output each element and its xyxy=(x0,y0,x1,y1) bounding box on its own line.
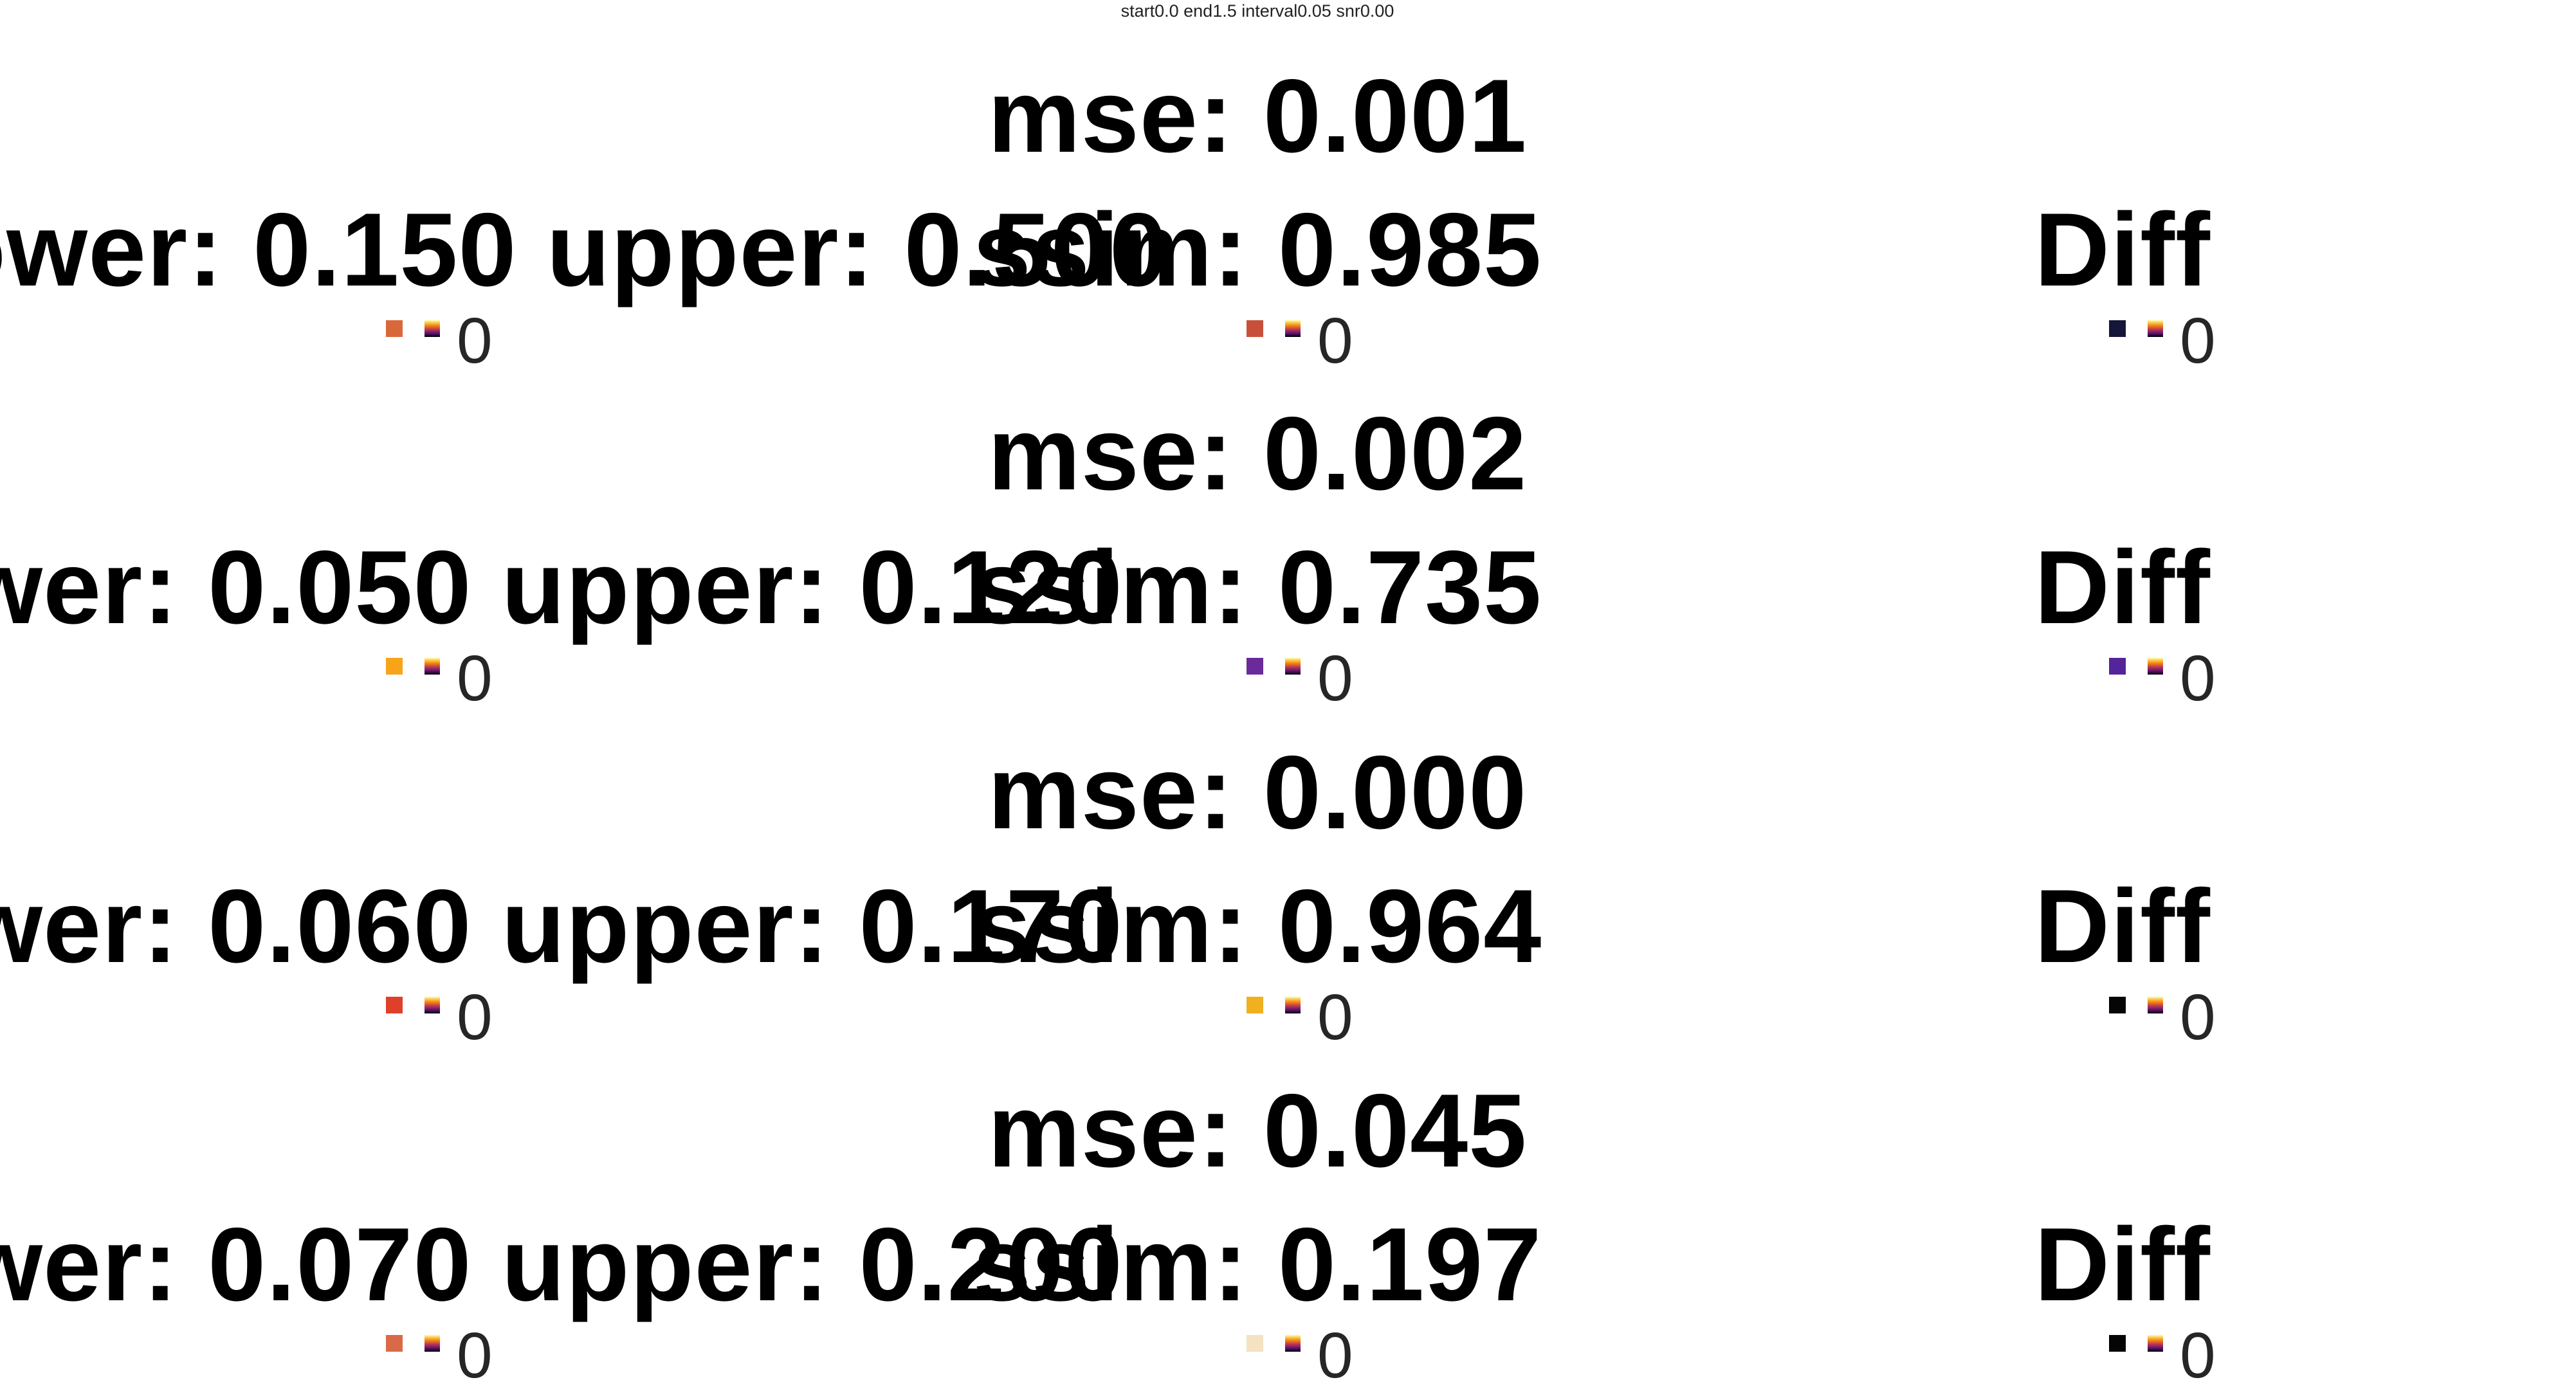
colorbar-tick-label: 0 xyxy=(2180,642,2216,714)
colorbar xyxy=(2148,997,2163,1013)
image-thumbnail xyxy=(386,1335,403,1352)
image-thumbnail xyxy=(2109,1335,2126,1352)
colorbar-tick-label: 0 xyxy=(2180,305,2216,377)
mse-title: mse: 0.002 xyxy=(987,395,1528,512)
colorbar-tick-label: 0 xyxy=(457,642,493,714)
image-thumbnail xyxy=(386,658,403,675)
image-thumbnail xyxy=(1247,658,1263,675)
colorbar xyxy=(1285,658,1301,675)
colorbar xyxy=(1285,1335,1301,1352)
colorbar-tick-label: 0 xyxy=(457,981,493,1053)
colorbar-tick-label: 0 xyxy=(2180,1320,2216,1380)
colorbar xyxy=(1285,320,1301,337)
colorbar xyxy=(1285,997,1301,1013)
image-thumbnail xyxy=(1247,997,1263,1013)
colorbar-tick-label: 0 xyxy=(457,1320,493,1380)
colorbar-tick-label: 0 xyxy=(2180,981,2216,1053)
ssim-title: ssim: 0.735 xyxy=(973,529,1542,646)
colorbar xyxy=(425,658,440,675)
image-thumbnail xyxy=(2109,320,2126,337)
colorbar-tick-label: 0 xyxy=(457,305,493,377)
colorbar xyxy=(425,997,440,1013)
colorbar xyxy=(425,1335,440,1352)
mse-title: mse: 0.001 xyxy=(987,58,1528,174)
colorbar xyxy=(425,320,440,337)
colorbar xyxy=(2148,1335,2163,1352)
image-thumbnail xyxy=(2109,997,2126,1013)
diff-title: Diff xyxy=(2034,192,2211,308)
threshold-title: lower: 0.070 upper: 0.200 xyxy=(0,1206,1123,1323)
colorbar-tick-label: 0 xyxy=(1317,981,1353,1053)
colorbar-tick-label: 0 xyxy=(1317,1320,1353,1380)
diff-title: Diff xyxy=(2034,529,2211,646)
colorbar-tick-label: 0 xyxy=(1317,305,1353,377)
image-thumbnail xyxy=(1247,320,1263,337)
colorbar xyxy=(2148,320,2163,337)
ssim-title: ssim: 0.197 xyxy=(973,1206,1542,1323)
diff-title: Diff xyxy=(2034,1206,2211,1323)
ssim-title: ssim: 0.985 xyxy=(973,192,1542,308)
image-thumbnail xyxy=(386,997,403,1013)
colorbar xyxy=(2148,658,2163,675)
figure-suptitle: start0.0 end1.5 interval0.05 snr0.00 xyxy=(1120,1,1394,21)
threshold-title: lower: 0.150 upper: 0.500 xyxy=(0,192,1168,308)
mse-title: mse: 0.045 xyxy=(987,1073,1528,1189)
ssim-title: ssim: 0.964 xyxy=(973,868,1542,985)
image-thumbnail xyxy=(1247,1335,1263,1352)
threshold-title: lower: 0.060 upper: 0.170 xyxy=(0,868,1123,985)
threshold-title: lower: 0.050 upper: 0.120 xyxy=(0,529,1123,646)
mse-title: mse: 0.000 xyxy=(987,734,1528,851)
colorbar-tick-label: 0 xyxy=(1317,642,1353,714)
image-thumbnail xyxy=(386,320,403,337)
diff-title: Diff xyxy=(2034,868,2211,985)
image-thumbnail xyxy=(2109,658,2126,675)
